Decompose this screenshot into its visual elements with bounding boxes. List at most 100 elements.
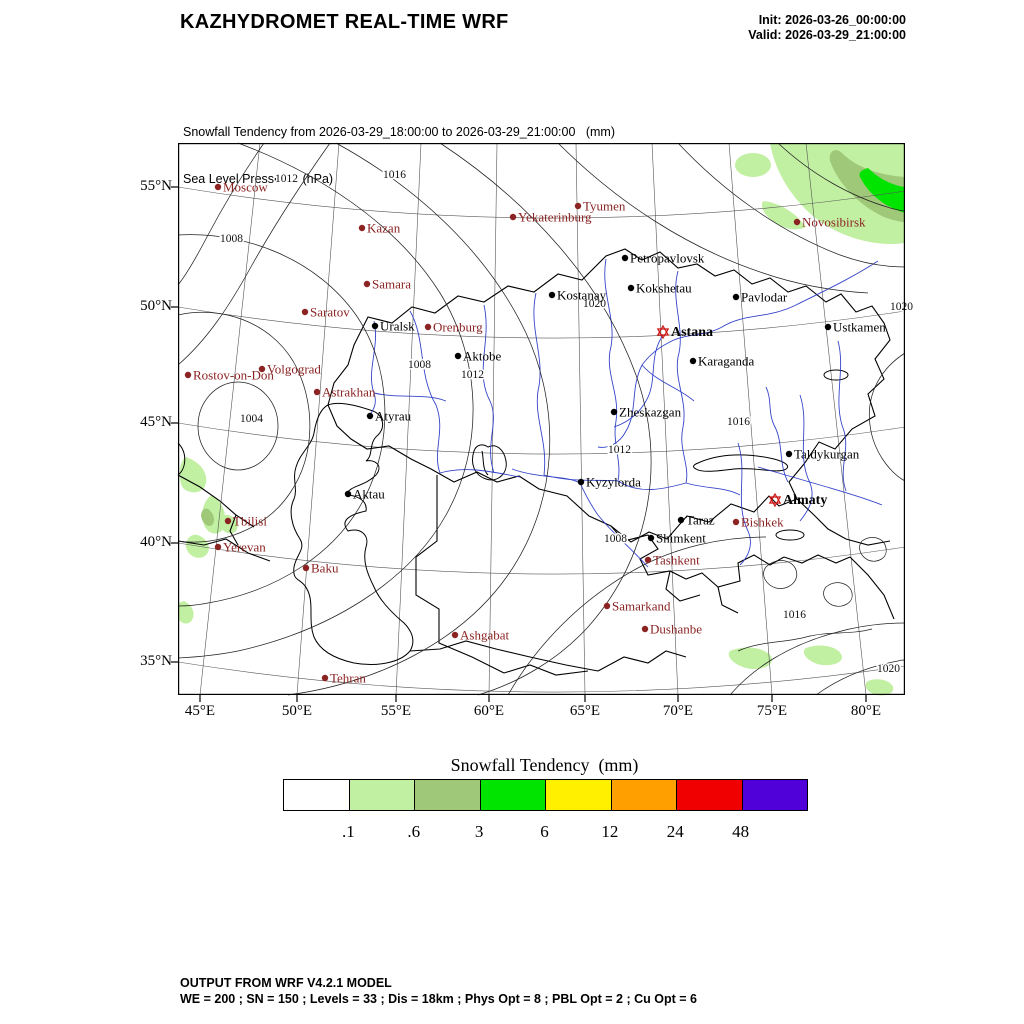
city-label: Ashgabat xyxy=(460,628,509,643)
city-dot xyxy=(824,323,832,331)
city-dot xyxy=(214,183,222,191)
city-dot xyxy=(214,543,222,551)
capital-city-label: Almaty xyxy=(783,493,827,508)
city-dot xyxy=(603,602,611,610)
city-label: Saratov xyxy=(310,305,350,320)
city-dot xyxy=(732,293,740,301)
city-label: Baku xyxy=(311,561,339,576)
lon-tick-label: 60°E xyxy=(473,703,505,719)
city-label: Samarkand xyxy=(612,599,671,614)
city-label: Atyrau xyxy=(375,409,412,424)
lat-tick-label: 45°N xyxy=(140,414,172,430)
legend-color-swatch xyxy=(610,780,676,810)
city-label: Tehran xyxy=(330,671,366,686)
valid-time: Valid: 2026-03-29_21:00:00 xyxy=(748,28,906,42)
city-dot xyxy=(732,518,740,526)
graticule xyxy=(177,142,906,696)
capital-star-icon xyxy=(768,496,782,508)
capital-city-label: Astana xyxy=(671,325,713,340)
legend-color-swatch xyxy=(741,780,807,810)
legend-threshold-label: 3 xyxy=(474,822,484,841)
city-label: Aktau xyxy=(353,487,385,502)
pressure-value-label: 1016 xyxy=(783,609,806,621)
page-title: KAZHYDROMET REAL-TIME WRF xyxy=(180,11,509,33)
legend-threshold-label: 48 xyxy=(732,822,750,841)
pressure-value-label: 1016 xyxy=(727,416,750,428)
pressure-value-label: 1020 xyxy=(877,663,900,675)
legend-color-swatch xyxy=(545,780,611,810)
city-dot xyxy=(321,674,329,682)
city-label: Tyumen xyxy=(583,199,626,214)
capital-star-icon xyxy=(768,492,782,504)
map-frame xyxy=(178,143,905,695)
city-dot xyxy=(621,254,629,262)
legend-color-swatch xyxy=(479,780,545,810)
city-dot xyxy=(677,516,685,524)
city-label: Dushanbe xyxy=(650,622,702,637)
city-dot xyxy=(358,224,366,232)
city-label: Bishkek xyxy=(741,515,784,530)
city-label: Kazan xyxy=(367,221,401,236)
city-label: Kyzylorda xyxy=(586,475,641,490)
init-time: Init: 2026-03-26_00:00:00 xyxy=(758,13,906,27)
city-label: Ustkamen xyxy=(833,320,886,335)
city-dot xyxy=(509,213,517,221)
city-label: Yerevan xyxy=(223,540,266,555)
lon-tick-label: 75°E xyxy=(756,703,788,719)
city-dot xyxy=(689,357,697,365)
city-dot xyxy=(610,408,618,416)
subtitle-snowfall: Snowfall Tendency from 2026-03-29_18:00:… xyxy=(183,125,615,139)
weather-map: 1012 1016 1008 1020 1020 1008 1012 1004 1016 1012… xyxy=(171,142,915,702)
city-label: Kokshetau xyxy=(636,281,692,296)
city-label: Novosibirsk xyxy=(802,215,866,230)
isobars xyxy=(177,142,906,696)
lat-tick-label: 40°N xyxy=(140,534,172,550)
city-dot xyxy=(184,371,192,379)
pressure-value-label: 1012 xyxy=(461,369,484,381)
city-dot xyxy=(258,365,266,373)
city-label: Tbilisi xyxy=(233,514,267,529)
legend-threshold-label: 6 xyxy=(540,822,549,841)
city-dot xyxy=(627,284,635,292)
city-label: Moscow xyxy=(223,180,268,195)
city-dot xyxy=(363,280,371,288)
coastlines-lakes xyxy=(177,369,849,665)
city-label: Petropavlovsk xyxy=(630,251,705,266)
pressure-value-label: 1008 xyxy=(604,533,627,545)
subtitle-pressure: Sea Level Pressure (hPa) xyxy=(183,171,334,186)
admin-river-lines xyxy=(369,258,883,568)
lon-tick-label: 80°E xyxy=(850,703,882,719)
legend-title: Snowfall Tendency (mm) xyxy=(450,755,639,775)
city-dot xyxy=(793,218,801,226)
axis-ticks xyxy=(171,186,867,702)
lon-tick-label: 45°E xyxy=(184,703,216,719)
city-label: Uralsk xyxy=(380,319,415,334)
city-dot xyxy=(644,556,652,564)
city-dot xyxy=(313,388,321,396)
lat-tick-label: 55°N xyxy=(140,178,172,194)
city-label: Zheskazgan xyxy=(619,405,682,420)
legend-threshold-label: 12 xyxy=(601,822,619,841)
city-dot xyxy=(366,412,374,420)
snowfall-shading xyxy=(178,143,905,696)
legend-colorbar xyxy=(283,779,808,811)
map-panel: 1012 1016 1008 1020 1020 1008 1012 1004 1016 1012… xyxy=(171,142,915,702)
footer-model-line: OUTPUT FROM WRF V4.2.1 MODEL xyxy=(180,976,392,990)
pressure-value-label: 1012 xyxy=(608,444,631,456)
model-run-times: Init: 2026-03-26_00:00:00 Valid: 2026-03… xyxy=(748,13,906,43)
city-dot xyxy=(548,291,556,299)
city-dot xyxy=(302,564,310,572)
city-markers: Moscow Kazan Samara Saratov TyumenYekaterinb… xyxy=(184,180,886,686)
city-label: Astrakhan xyxy=(322,385,376,400)
legend-color-swatch xyxy=(414,780,480,810)
capital-star-icon xyxy=(656,324,670,336)
city-dot xyxy=(454,352,462,360)
pressure-value-label: 1008 xyxy=(408,359,431,371)
city-label: Shimkent xyxy=(656,531,706,546)
city-dot xyxy=(577,478,585,486)
lon-tick-label: 70°E xyxy=(662,703,694,719)
legend-threshold-label: .1 xyxy=(342,822,355,841)
city-label: Taldykurgan xyxy=(794,447,860,462)
city-label: Tashkent xyxy=(653,553,700,568)
